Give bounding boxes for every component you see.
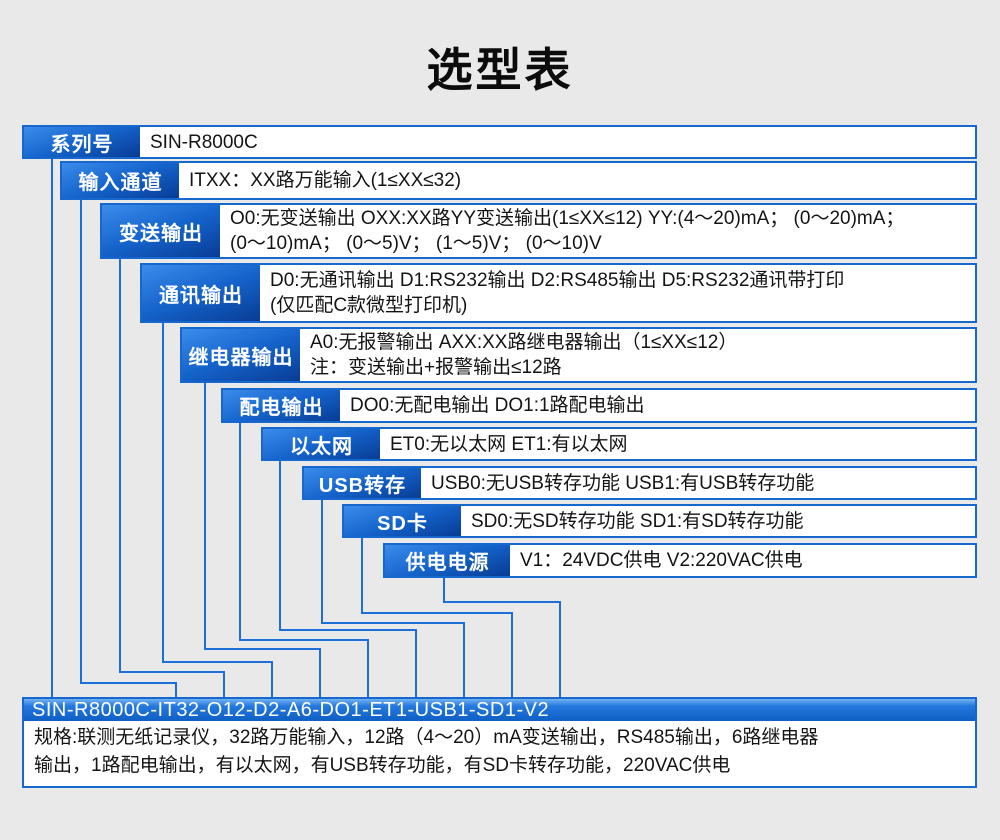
page-title: 选型表 <box>426 44 574 96</box>
row-text-line2: (0～10)mA； (0～5)V； (1～5)V； (0～10)V <box>230 233 602 254</box>
row-content-input-channels: ITXX：XX路万能输入(1≤XX≤32) <box>179 163 471 198</box>
row-text: SIN-R8000C <box>150 131 258 153</box>
row-usb-transfer: USB转存 USB0:无USB转存功能 USB1:有USB转存功能 <box>302 466 977 500</box>
row-distribution-output: 配电输出 DO0:无配电输出 DO1:1路配电输出 <box>221 388 977 423</box>
row-input-channels: 输入通道 ITXX：XX路万能输入(1≤XX≤32) <box>60 161 977 200</box>
row-text: V1：24VDC供电 V2:220VAC供电 <box>520 550 803 571</box>
row-content-relay-output: A0:无报警输出 AXX:XX路继电器输出（1≤XX≤12） 注：变送输出+报警… <box>300 329 747 381</box>
row-relay-output: 继电器输出 A0:无报警输出 AXX:XX路继电器输出（1≤XX≤12） 注：变… <box>180 327 977 383</box>
row-text-line1: O0:无变送输出 OXX:XX路YY变送输出(1≤XX≤12) YY:(4～20… <box>230 208 905 229</box>
row-text-line2: (仅匹配C款微型打印机) <box>270 295 468 316</box>
result-block: SIN-R8000C-IT32-O12-D2-A6-DO1-ET1-USB1-S… <box>22 697 977 788</box>
row-label-usb-transfer: USB转存 <box>304 468 421 498</box>
row-label-series-number: 系列号 <box>24 127 140 157</box>
row-text-line1: D0:无通讯输出 D1:RS232输出 D2:RS485输出 D5:RS232通… <box>270 270 845 291</box>
connector-line-ethernet <box>279 461 417 700</box>
row-content-distribution-output: DO0:无配电输出 DO1:1路配电输出 <box>340 390 655 421</box>
row-content-comm-output: D0:无通讯输出 D1:RS232输出 D2:RS485输出 D5:RS232通… <box>260 265 854 321</box>
row-text-line1: A0:无报警输出 AXX:XX路继电器输出（1≤XX≤12） <box>310 332 738 353</box>
connector-line-input <box>80 200 177 700</box>
row-label-comm-output: 通讯输出 <box>142 265 260 321</box>
row-text: SD0:无SD转存功能 SD1:有SD转存功能 <box>471 510 804 532</box>
row-series-number: 系列号 SIN-R8000C <box>22 125 977 159</box>
row-label-distribution-output: 配电输出 <box>223 390 340 421</box>
row-transmit-output: 变送输出 O0:无变送输出 OXX:XX路YY变送输出(1≤XX≤12) YY:… <box>100 203 977 259</box>
connector-line-distribution <box>239 423 369 700</box>
example-model-code-bar: SIN-R8000C-IT32-O12-D2-A6-DO1-ET1-USB1-S… <box>24 699 975 721</box>
row-label-power-supply: 供电电源 <box>385 545 510 576</box>
row-content-transmit-output: O0:无变送输出 OXX:XX路YY变送输出(1≤XX≤12) YY:(4～20… <box>220 205 914 257</box>
spec-line1: 规格:联测无纸记录仪，32路万能输入，12路（4～20）mA变送输出，RS485… <box>34 727 819 748</box>
row-text: ET0:无以太网 ET1:有以太网 <box>390 433 628 455</box>
connector-line-power <box>443 578 561 700</box>
row-label-sd-card: SD卡 <box>344 506 461 536</box>
row-text: USB0:无USB转存功能 USB1:有USB转存功能 <box>431 472 815 494</box>
row-sd-card: SD卡 SD0:无SD转存功能 SD1:有SD转存功能 <box>342 504 977 538</box>
row-ethernet: 以太网 ET0:无以太网 ET1:有以太网 <box>261 427 977 461</box>
row-label-transmit-output: 变送输出 <box>102 205 220 257</box>
row-content-ethernet: ET0:无以太网 ET1:有以太网 <box>380 429 638 459</box>
row-text-line2: 注：变送输出+报警输出≤12路 <box>310 357 562 378</box>
row-label-ethernet: 以太网 <box>263 429 380 459</box>
connector-line-comm <box>162 323 273 700</box>
row-comm-output: 通讯输出 D0:无通讯输出 D1:RS232输出 D2:RS485输出 D5:R… <box>140 263 977 323</box>
connector-line-usb <box>321 500 465 700</box>
row-text: DO0:无配电输出 DO1:1路配电输出 <box>350 395 645 416</box>
row-label-input-channels: 输入通道 <box>62 163 179 198</box>
row-content-power-supply: V1：24VDC供电 V2:220VAC供电 <box>510 545 813 576</box>
row-label-relay-output: 继电器输出 <box>182 329 300 381</box>
row-content-sd-card: SD0:无SD转存功能 SD1:有SD转存功能 <box>461 506 814 536</box>
row-content-usb-transfer: USB0:无USB转存功能 USB1:有USB转存功能 <box>421 468 824 498</box>
row-text: ITXX：XX路万能输入(1≤XX≤32) <box>189 170 462 191</box>
connector-line-transmit <box>119 259 225 700</box>
example-spec-text: 规格:联测无纸记录仪，32路万能输入，12路（4～20）mA变送输出，RS485… <box>24 721 975 786</box>
spec-line2: 输出，1路配电输出，有以太网，有USB转存功能，有SD卡转存功能，220VAC供… <box>34 755 731 776</box>
row-content-series-number: SIN-R8000C <box>140 127 268 157</box>
row-power-supply: 供电电源 V1：24VDC供电 V2:220VAC供电 <box>383 543 977 578</box>
connector-line-relay <box>204 383 321 700</box>
connector-line-sd <box>361 538 513 700</box>
